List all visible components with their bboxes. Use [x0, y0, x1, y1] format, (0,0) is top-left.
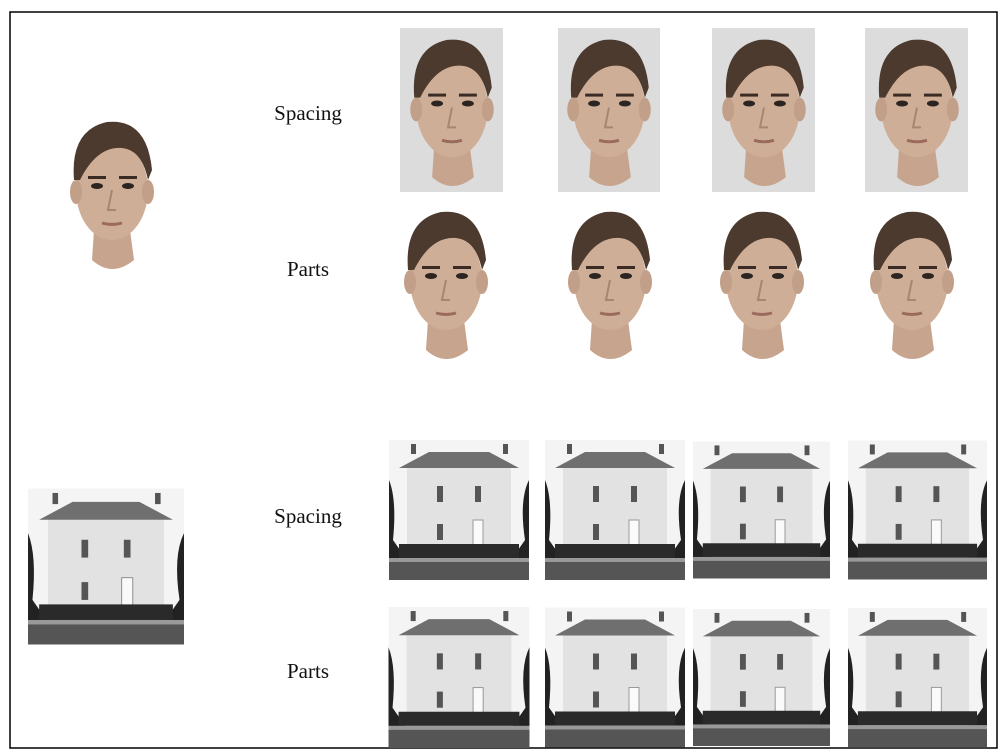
house-original	[28, 488, 184, 645]
row-label: Spacing	[274, 504, 342, 528]
house-spacing-row	[388, 440, 987, 580]
figure-border	[9, 11, 998, 749]
row-label: Parts	[287, 659, 329, 683]
face-parts-row	[402, 210, 956, 361]
face-spacing-row	[400, 28, 968, 192]
house-parts-row	[388, 607, 987, 748]
row-label: Spacing	[274, 101, 342, 125]
face-original	[68, 120, 156, 271]
row-label: Parts	[287, 257, 329, 281]
